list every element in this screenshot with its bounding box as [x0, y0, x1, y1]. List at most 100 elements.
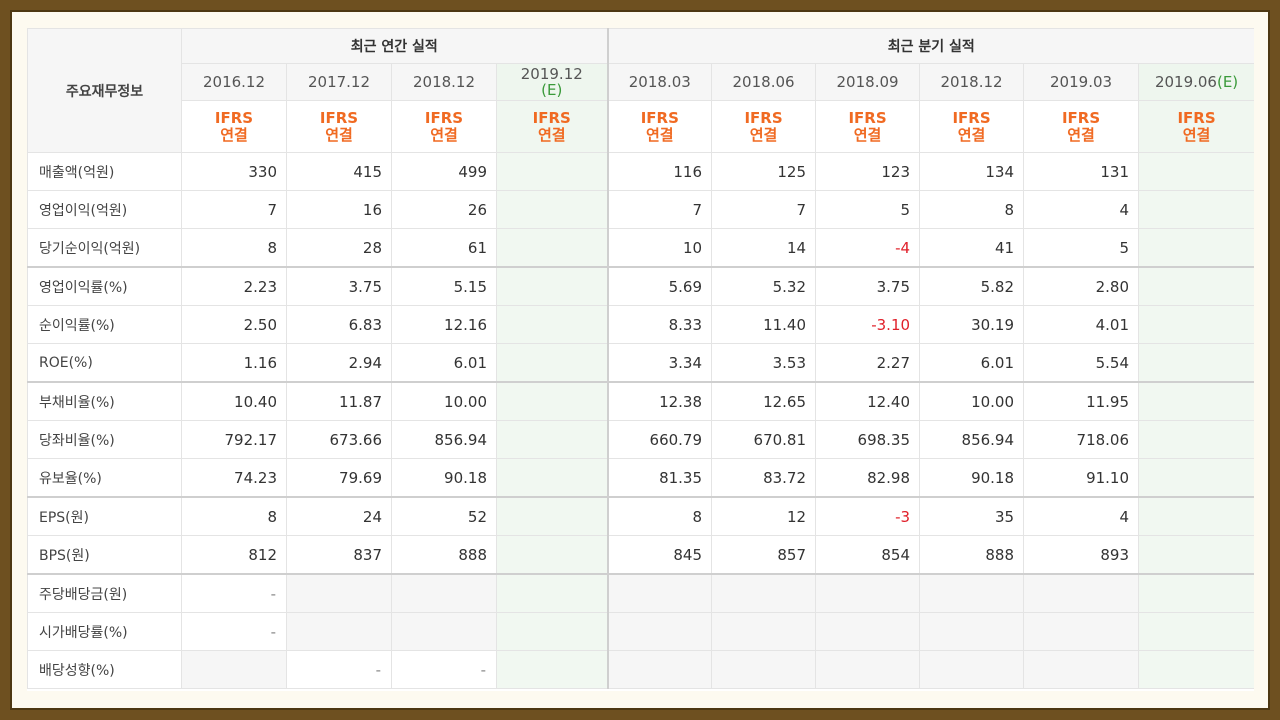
consolidated-label: 연결	[645, 125, 674, 144]
value-cell: 6.83	[286, 305, 392, 344]
consolidated-label: 연결	[1182, 125, 1211, 144]
value-cell: 857	[711, 535, 817, 575]
value-cell	[495, 496, 609, 536]
value-cell	[1023, 650, 1140, 689]
consolidated-label: 연결	[1067, 125, 1095, 144]
ifrs-label: IFRS	[424, 108, 464, 127]
value-cell: 74.23	[181, 458, 287, 498]
value-cell: 125	[711, 152, 817, 191]
table-row: 순이익률(%) 2.50 6.83 12.16 8.33 11.40 -3.10 30.19 4…	[27, 305, 1254, 344]
value-cell	[1138, 190, 1254, 229]
value-cell: 10.00	[919, 381, 1025, 421]
row-label: BPS(원)	[27, 535, 182, 575]
ifrs-label: IFRS	[532, 108, 571, 127]
value-cell: 8	[606, 496, 713, 536]
period-header: 2018.06	[711, 63, 817, 101]
value-cell	[495, 420, 609, 459]
value-cell	[1138, 266, 1254, 306]
value-cell	[495, 612, 609, 651]
value-cell: 8	[181, 496, 287, 536]
value-cell	[495, 152, 609, 191]
ifrs-label: IFRS	[640, 108, 679, 127]
value-cell: 2.27	[815, 343, 921, 383]
value-cell: 11.87	[286, 381, 392, 421]
period-header: 2019.12 (E)	[495, 63, 609, 101]
value-cell: 2.80	[1023, 266, 1140, 306]
value-cell	[495, 343, 609, 383]
value-cell: -	[181, 573, 287, 613]
value-cell: 134	[919, 152, 1025, 191]
value-cell: 856.94	[919, 420, 1025, 459]
value-cell: 5.32	[711, 266, 817, 306]
value-cell: 90.18	[391, 458, 497, 498]
value-cell: 10	[606, 228, 713, 268]
value-cell: 41	[919, 228, 1025, 268]
annual-group-header: 최근 연간 실적	[180, 28, 609, 64]
row-label: 시가배당률(%)	[27, 612, 182, 651]
consolidated-label: 연결	[749, 125, 778, 144]
table-row: 영업이익(억원) 7 16 26 7 7 5 8 4	[27, 190, 1254, 229]
ifrs-label: IFRS	[1061, 108, 1101, 127]
corner-header: 주요재무정보	[27, 28, 182, 153]
value-cell	[181, 650, 287, 689]
value-cell: -3.10	[815, 305, 921, 344]
value-cell	[391, 573, 497, 613]
period-header: 2018.03	[606, 63, 713, 101]
consolidated-label: 연결	[220, 125, 248, 144]
value-cell: 11.95	[1023, 381, 1140, 421]
value-cell: 12.16	[391, 305, 497, 344]
value-cell: 415	[286, 152, 392, 191]
value-cell	[1023, 573, 1140, 613]
value-cell	[1138, 343, 1254, 383]
row-label: 부채비율(%)	[27, 381, 182, 421]
row-label: 당좌비율(%)	[27, 420, 182, 459]
value-cell	[495, 190, 609, 229]
value-cell: 83.72	[711, 458, 817, 498]
financial-summary-table: 주요재무정보 최근 연간 실적 최근 분기 실적 2016.12 2017.12 2…	[27, 28, 1254, 691]
value-cell: 6.01	[919, 343, 1025, 383]
value-cell: 28	[286, 228, 392, 268]
value-cell: -4	[815, 228, 921, 268]
ifrs-label: IFRS	[319, 108, 359, 127]
estimate-mark: (E)	[541, 81, 563, 99]
value-cell: 52	[391, 496, 497, 536]
value-cell: 792.17	[181, 420, 287, 459]
value-cell: 7	[181, 190, 287, 229]
period-label: 2018.06	[732, 73, 795, 91]
period-header: 2017.12	[286, 63, 392, 101]
value-cell: 61	[391, 228, 497, 268]
value-cell: 116	[606, 152, 713, 191]
row-label: 영업이익률(%)	[27, 266, 182, 306]
quarter-group-header: 최근 분기 실적	[606, 28, 1254, 64]
row-label: 당기순이익(억원)	[27, 228, 182, 268]
value-cell: 10.40	[181, 381, 287, 421]
value-cell	[495, 535, 609, 575]
value-cell	[711, 573, 817, 613]
value-cell: 888	[919, 535, 1025, 575]
value-cell: -	[181, 612, 287, 651]
value-cell: 5.69	[606, 266, 713, 306]
value-cell: 12.38	[606, 381, 713, 421]
period-label: 2018.09	[836, 73, 899, 91]
value-cell: 837	[286, 535, 392, 575]
value-cell	[919, 573, 1025, 613]
ifrs-label: IFRS	[214, 108, 254, 127]
value-cell	[495, 381, 609, 421]
value-cell: 4.01	[1023, 305, 1140, 344]
table-row: 유보율(%) 74.23 79.69 90.18 81.35 83.72 82.98 90.1…	[27, 458, 1254, 498]
value-cell: 7	[606, 190, 713, 229]
value-cell: 8	[919, 190, 1025, 229]
value-cell	[391, 612, 497, 651]
table-row: EPS(원) 8 24 52 8 12 -3 35 4	[27, 496, 1254, 536]
row-label: 주당배당금(원)	[27, 573, 182, 613]
ifrs-label: IFRS	[952, 108, 991, 127]
ifrs-label: IFRS	[848, 108, 887, 127]
value-cell: 1.16	[181, 343, 287, 383]
value-cell: 4	[1023, 190, 1140, 229]
value-cell: 3.75	[286, 266, 392, 306]
value-cell: 4	[1023, 496, 1140, 536]
period-header: 2016.12	[181, 63, 287, 101]
value-cell: 888	[391, 535, 497, 575]
value-cell: 90.18	[919, 458, 1025, 498]
value-cell: 2.50	[181, 305, 287, 344]
